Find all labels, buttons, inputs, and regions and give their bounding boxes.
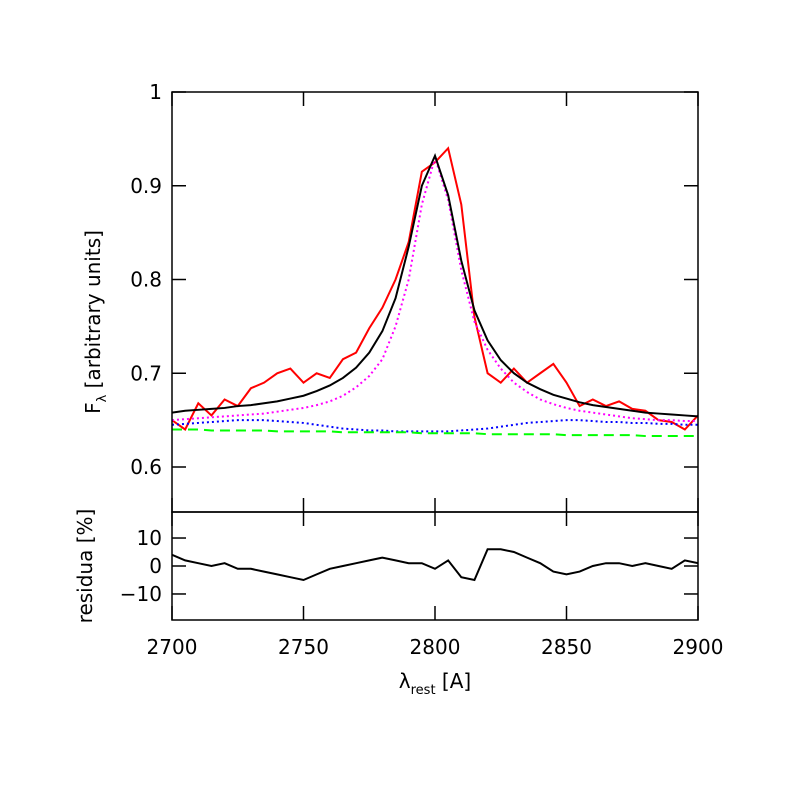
x-tick-label: 2850 xyxy=(541,635,592,659)
axis-label-part: [A] xyxy=(436,669,472,693)
data-line xyxy=(172,548,698,582)
y-tick-label: 0.6 xyxy=(130,455,162,479)
axis-label-subscript: λ xyxy=(95,394,110,402)
data-line xyxy=(172,146,698,431)
x-tick-label: 2900 xyxy=(673,635,724,659)
data-line xyxy=(172,428,698,438)
x-tick-label: 2700 xyxy=(147,635,198,659)
axis-label-part: residua [%] xyxy=(73,509,97,624)
axis-label: residua [%] xyxy=(73,509,97,624)
axis-label-subscript: rest xyxy=(411,683,436,698)
y-tick-label: 0.8 xyxy=(130,268,162,292)
y-tick-label: 0 xyxy=(149,554,162,578)
x-tick-label: 2750 xyxy=(278,635,329,659)
axis-label: λrest [A] xyxy=(399,669,471,698)
axis-label-part: [arbitrary units] xyxy=(81,230,105,395)
y-tick-label: 10 xyxy=(137,526,162,550)
axis-label-part: F xyxy=(81,402,105,414)
y-tick-label: 1 xyxy=(149,80,162,104)
axis-label-part: λ xyxy=(399,669,411,693)
data-line xyxy=(172,152,698,418)
y-tick-label: −10 xyxy=(120,582,162,606)
y-tick-label: 0.9 xyxy=(130,174,162,198)
axis-label: Fλ [arbitrary units] xyxy=(81,230,110,414)
y-tick-label: 0.7 xyxy=(130,361,162,385)
x-tick-label: 2800 xyxy=(410,635,461,659)
